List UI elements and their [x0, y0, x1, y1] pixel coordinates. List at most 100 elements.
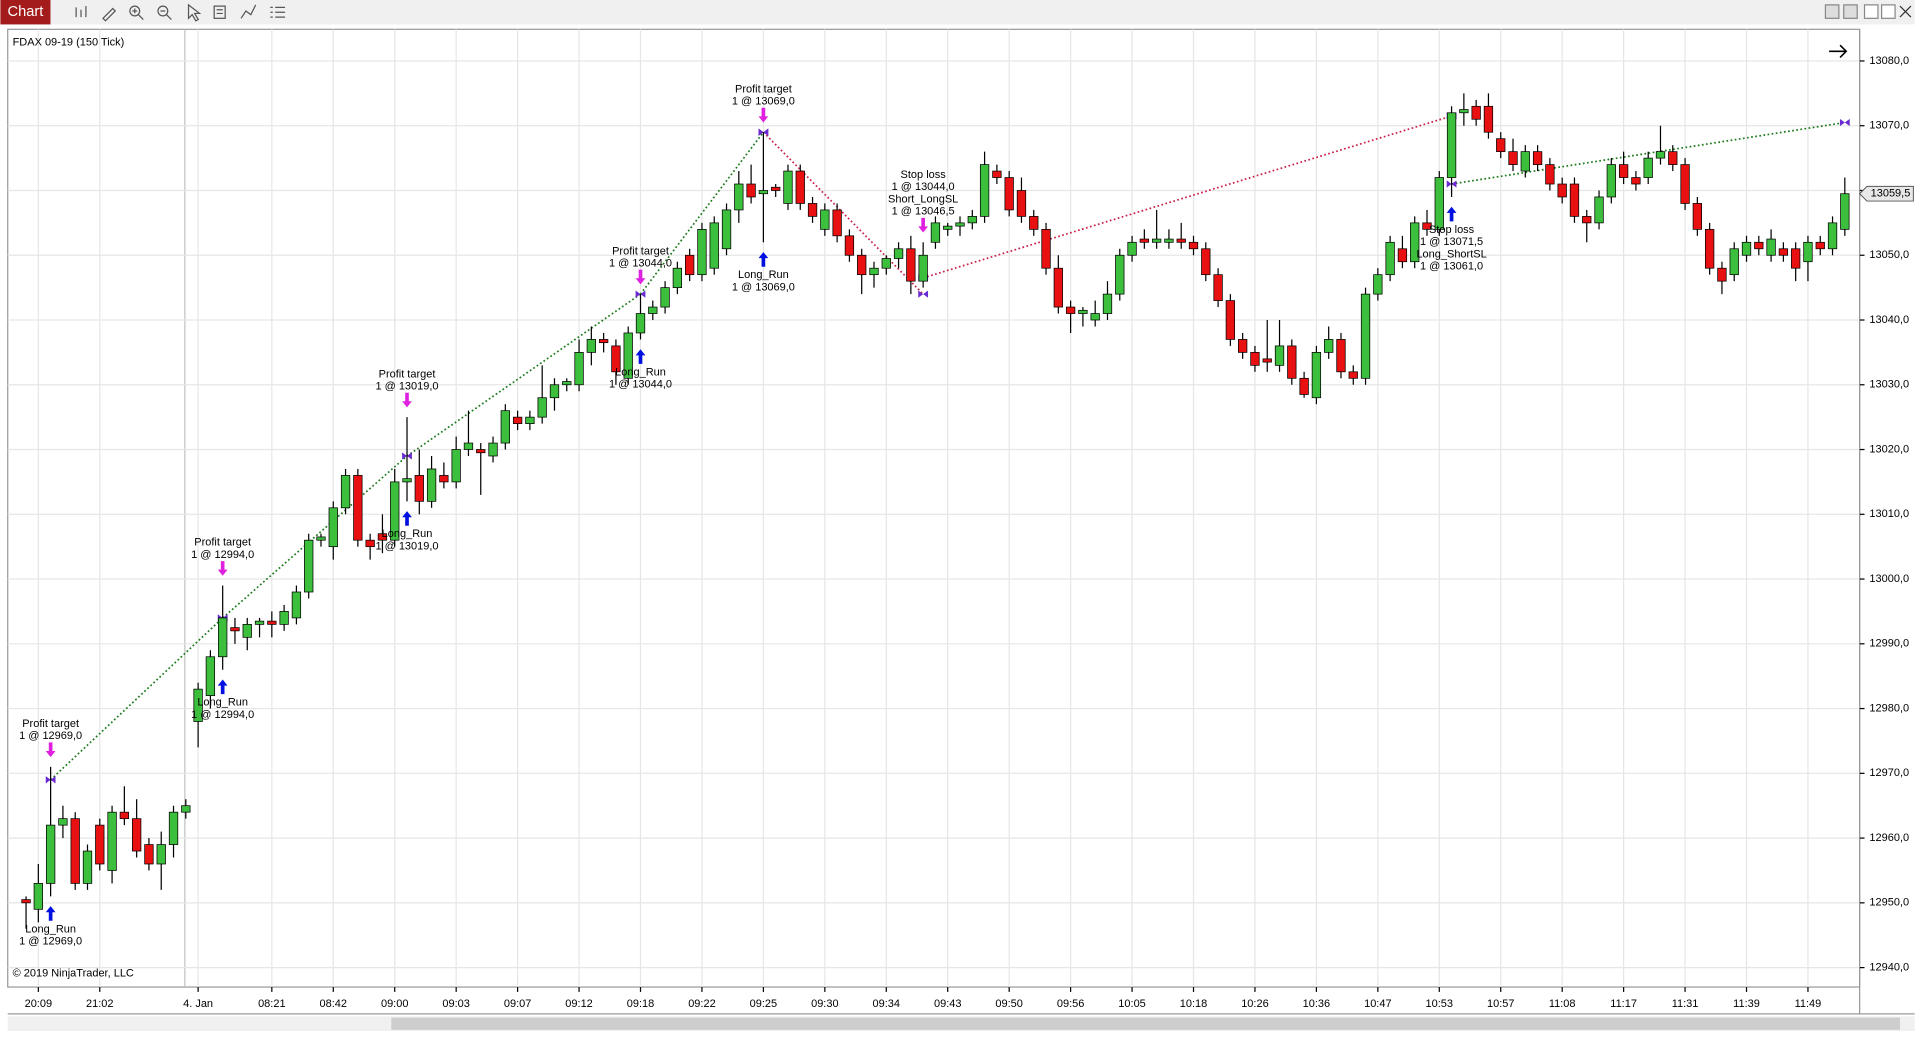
draw-icon[interactable]	[102, 7, 117, 22]
y-tick-label: 13010,0	[1869, 508, 1909, 520]
y-tick-label: 13020,0	[1869, 443, 1909, 455]
chart-tab-label[interactable]: Chart	[8, 4, 44, 20]
pointer-icon[interactable]	[187, 3, 202, 22]
candle-body	[1225, 300, 1236, 340]
trade-line	[406, 293, 641, 457]
bars-icon[interactable]	[75, 6, 87, 18]
x-tick-label: 09:22	[688, 998, 716, 1010]
x-tick-label: 09:03	[442, 998, 469, 1010]
x-tick-label: 09:43	[934, 998, 962, 1010]
candle-body	[1176, 238, 1186, 243]
chart-tab[interactable]	[0, 0, 51, 25]
candle-body	[623, 332, 633, 379]
x-tick-label: 11:08	[1549, 998, 1576, 1010]
candle-body	[820, 209, 830, 230]
axes: 12940,0 12950,0 12960,0 12970,0 12980,0 12990…	[25, 55, 1914, 1010]
candle-body	[586, 339, 596, 353]
x-tick-label: 11:31	[1672, 998, 1699, 1010]
candle-body	[1594, 196, 1604, 224]
candle-body	[488, 442, 498, 457]
close-button[interactable]	[1899, 5, 1912, 18]
x-tick-label: 10:18	[1180, 998, 1208, 1010]
candle-body	[1459, 109, 1469, 114]
candle-body	[1606, 164, 1616, 198]
window-button[interactable]	[1824, 4, 1840, 19]
signal-label: 1 @ 13069,0	[732, 96, 795, 108]
candle-body	[476, 449, 486, 454]
entry-arrow	[402, 511, 412, 526]
signal-label: Long_Run	[25, 923, 76, 935]
candle-body	[598, 339, 609, 344]
candle-body	[1741, 241, 1752, 256]
signal-label: Long_Run	[738, 269, 789, 281]
x-tick-label: 09:50	[995, 998, 1023, 1010]
candle-body	[1385, 241, 1395, 276]
x-tick-label: 10:57	[1487, 998, 1515, 1010]
y-tick-label: 13000,0	[1869, 573, 1909, 585]
execution-marker	[1839, 118, 1850, 127]
candle-body	[377, 533, 388, 541]
candle-body	[1655, 151, 1666, 159]
candle-body	[279, 611, 289, 625]
x-tick-label: 09:12	[565, 998, 593, 1010]
candle-body	[168, 811, 179, 845]
candle-body	[869, 267, 879, 276]
scrollbar-thumb[interactable]	[391, 1017, 1900, 1030]
data-box-icon[interactable]	[213, 5, 226, 19]
candle-body	[1840, 193, 1850, 230]
indicator-icon[interactable]	[240, 4, 257, 19]
candle-body	[549, 384, 560, 399]
candle-body	[365, 539, 375, 548]
maximize-button[interactable]	[1881, 4, 1896, 19]
signal-label: Profit target	[612, 245, 669, 257]
signal-label: Profit target	[194, 537, 251, 549]
grid	[7, 29, 1860, 988]
exit-arrow	[758, 107, 769, 123]
candle-body	[1569, 183, 1580, 217]
zoom-out-icon[interactable]	[157, 5, 169, 17]
trade-line	[222, 455, 408, 619]
x-tick-label: 09:56	[1057, 998, 1085, 1010]
candle-body	[1532, 151, 1543, 165]
candle-body	[1262, 358, 1272, 363]
signal-label: 1 @ 12969,0	[19, 730, 82, 742]
candle-body	[45, 824, 56, 884]
exit-arrow	[45, 742, 56, 758]
candle-body	[1557, 183, 1567, 198]
candle-body	[967, 216, 977, 224]
exit-arrow	[402, 392, 412, 408]
toolbar-icons[interactable]	[75, 3, 286, 22]
candle-body	[844, 235, 855, 256]
exit-arrow	[635, 269, 646, 285]
candle-body	[402, 478, 412, 483]
list-icon[interactable]	[270, 6, 286, 18]
trade-line	[50, 617, 224, 781]
zoom-in-icon[interactable]	[129, 5, 141, 17]
candle-body	[1754, 241, 1764, 250]
candle-body	[881, 258, 891, 269]
x-tick-label: 09:07	[504, 998, 532, 1010]
candle-body	[267, 620, 277, 625]
window-button[interactable]	[1843, 4, 1858, 19]
candle-body	[1803, 241, 1813, 263]
window-buttons[interactable]	[1824, 4, 1912, 19]
candle-body	[156, 844, 166, 865]
candle-body	[537, 397, 547, 418]
x-tick-label: 10:26	[1241, 998, 1269, 1010]
candle-body	[119, 811, 130, 820]
y-tick-label: 12940,0	[1869, 962, 1909, 974]
signal-label: Long_ShortSL	[1416, 248, 1486, 260]
candle-body	[1250, 352, 1260, 366]
candle-body	[1188, 241, 1199, 250]
x-tick-label: 08:42	[320, 998, 347, 1010]
copyright: © 2019 NinjaTrader, LLC	[13, 967, 134, 979]
scroll-right-icon[interactable]	[1829, 44, 1848, 58]
candle-body	[906, 248, 916, 282]
candle-body	[1238, 339, 1248, 353]
signal-label: 1 @ 13044,0	[609, 257, 672, 269]
candle-body	[721, 209, 732, 250]
candle-body	[451, 449, 461, 483]
candle-body	[771, 186, 781, 191]
minimize-button[interactable]	[1863, 4, 1879, 19]
